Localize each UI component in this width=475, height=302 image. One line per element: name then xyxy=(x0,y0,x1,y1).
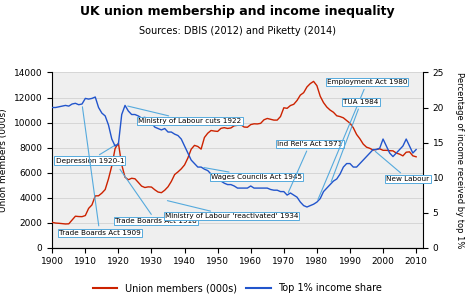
Text: New Labour: New Labour xyxy=(375,151,429,182)
Text: Ind Rel's Act 1971: Ind Rel's Act 1971 xyxy=(277,141,342,193)
Y-axis label: Percentage of income received by top 1%: Percentage of income received by top 1% xyxy=(455,72,464,248)
Text: Ministry of Labour cuts 1922: Ministry of Labour cuts 1922 xyxy=(128,106,241,124)
Text: Ministry of Labour 'reactivated' 1934: Ministry of Labour 'reactivated' 1934 xyxy=(165,201,298,219)
Text: Employment Act 1980: Employment Act 1980 xyxy=(318,79,408,200)
Text: Trade Boards Act 1918: Trade Boards Act 1918 xyxy=(115,169,197,224)
Text: Depression 1920-1: Depression 1920-1 xyxy=(56,145,124,164)
Text: TUA 1984: TUA 1984 xyxy=(331,99,379,182)
Legend: Union members (000s), Top 1% income share: Union members (000s), Top 1% income shar… xyxy=(89,279,386,297)
Y-axis label: Union members (000s): Union members (000s) xyxy=(0,108,8,212)
Text: UK union membership and income inequality: UK union membership and income inequalit… xyxy=(80,5,395,18)
Text: Wages Councils Act 1945: Wages Councils Act 1945 xyxy=(204,168,302,180)
Text: Trade Boards Act 1909: Trade Boards Act 1909 xyxy=(59,107,141,236)
Text: Sources: DBIS (2012) and Piketty (2014): Sources: DBIS (2012) and Piketty (2014) xyxy=(139,26,336,36)
